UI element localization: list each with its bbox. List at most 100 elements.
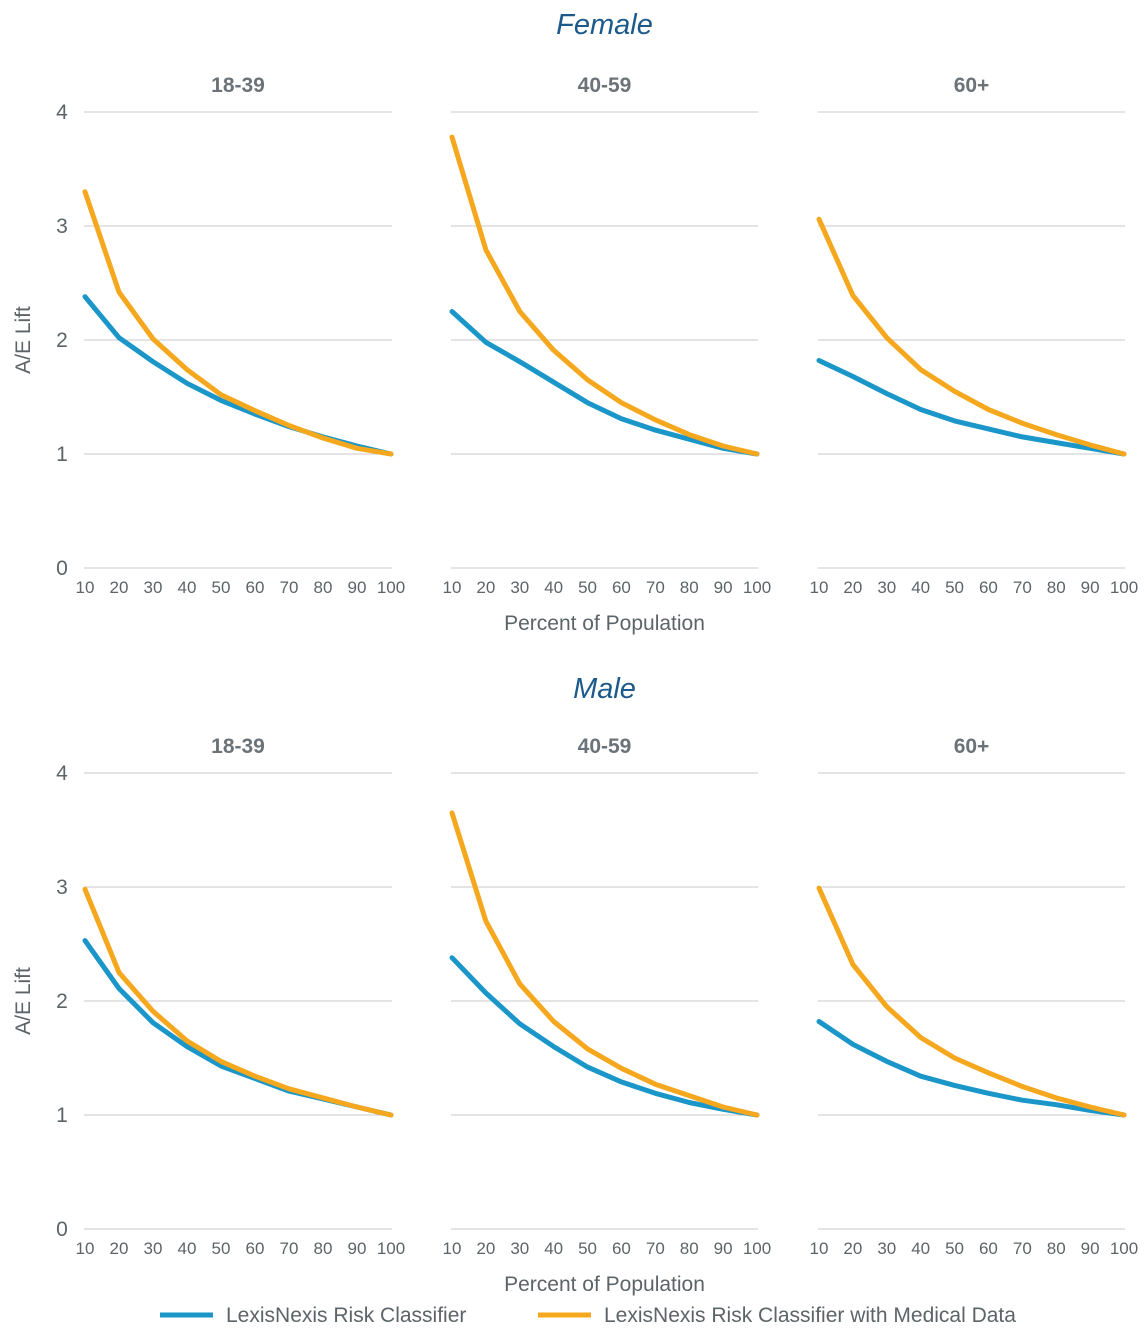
x-tick-label: 60 <box>612 578 631 597</box>
panel-male-60+: 60+ 10 20 30 40 50 60 70 80 90 100 <box>810 735 1139 1258</box>
legend-label: LexisNexis Risk Classifier <box>226 1304 466 1327</box>
x-tick-label: 40 <box>911 578 930 597</box>
x-tick-label: 20 <box>110 578 129 597</box>
y-tick-label: 3 <box>56 876 68 899</box>
y-tick-label: 4 <box>56 101 68 124</box>
x-tick-label: 50 <box>578 578 597 597</box>
x-tick-label: 30 <box>510 1239 529 1258</box>
x-axis-label: Percent of Population <box>504 1273 705 1296</box>
x-tick-label: 70 <box>1013 578 1032 597</box>
legend-item: LexisNexis Risk Classifier <box>160 1304 466 1327</box>
x-tick-label: 10 <box>443 1239 462 1258</box>
x-tick-label: 30 <box>144 578 163 597</box>
group-title: Male <box>573 673 636 705</box>
x-tick-label: 70 <box>280 1239 299 1258</box>
y-tick-label: 2 <box>56 329 68 352</box>
x-tick-label: 90 <box>714 1239 733 1258</box>
x-tick-label: 70 <box>646 578 665 597</box>
x-tick-label: 70 <box>1013 1239 1032 1258</box>
y-axis-label: A/E Lift <box>12 967 35 1035</box>
group-title: Female <box>556 9 653 41</box>
series-line-risk-classifier-medical <box>449 810 760 1118</box>
x-tick-label: 10 <box>76 1239 95 1258</box>
x-tick-label: 100 <box>743 578 771 597</box>
x-axis-label: Percent of Population <box>504 612 705 635</box>
x-tick-label: 10 <box>76 578 95 597</box>
panel-title: 40-59 <box>578 735 632 758</box>
x-tick-label: 40 <box>178 578 197 597</box>
y-tick-label: 1 <box>56 1104 68 1127</box>
x-tick-label: 100 <box>743 1239 771 1258</box>
x-tick-label: 60 <box>246 1239 265 1258</box>
series-line-risk-classifier <box>816 1019 1127 1118</box>
y-tick-label: 0 <box>56 1218 68 1241</box>
x-tick-label: 20 <box>476 578 495 597</box>
y-axis-label: A/E Lift <box>12 306 35 374</box>
panel-male-40-59: 40-59 10 20 30 40 50 60 70 80 90 100 <box>443 735 772 1258</box>
series-line-risk-classifier <box>449 309 760 457</box>
panel-title: 60+ <box>954 74 990 97</box>
x-tick-label: 30 <box>510 578 529 597</box>
x-tick-label: 40 <box>178 1239 197 1258</box>
x-tick-label: 90 <box>1081 578 1100 597</box>
series-line-risk-classifier <box>449 955 760 1118</box>
x-tick-label: 30 <box>144 1239 163 1258</box>
x-tick-label: 40 <box>911 1239 930 1258</box>
panel-title: 18-39 <box>211 74 265 97</box>
x-tick-label: 90 <box>348 578 367 597</box>
x-tick-label: 90 <box>348 1239 367 1258</box>
x-tick-label: 20 <box>843 1239 862 1258</box>
x-tick-label: 100 <box>1110 1239 1138 1258</box>
legend: LexisNexis Risk Classifier LexisNexis Ris… <box>160 1304 1016 1327</box>
x-tick-label: 100 <box>1110 578 1138 597</box>
x-tick-label: 60 <box>246 578 265 597</box>
y-tick-label: 2 <box>56 990 68 1013</box>
x-tick-label: 10 <box>810 578 829 597</box>
x-tick-label: 70 <box>280 578 299 597</box>
panel-title: 18-39 <box>211 735 265 758</box>
x-tick-label: 50 <box>212 578 231 597</box>
legend-item: LexisNexis Risk Classifier with Medical … <box>538 1304 1016 1327</box>
x-tick-label: 20 <box>476 1239 495 1258</box>
x-tick-label: 90 <box>714 578 733 597</box>
series-line-risk-classifier <box>82 294 394 457</box>
panel-title: 60+ <box>954 735 990 758</box>
series-line-risk-classifier-medical <box>449 134 760 457</box>
x-tick-label: 80 <box>680 578 699 597</box>
x-tick-label: 60 <box>612 1239 631 1258</box>
panel-group-male: Male A/E Lift 0 1 2 3 4 Percent of Population 18… <box>12 673 1138 1296</box>
series-line-risk-classifier-medical <box>816 216 1127 457</box>
x-tick-label: 50 <box>578 1239 597 1258</box>
x-tick-label: 50 <box>212 1239 231 1258</box>
x-tick-label: 80 <box>314 1239 333 1258</box>
x-tick-label: 10 <box>810 1239 829 1258</box>
x-tick-label: 30 <box>877 578 896 597</box>
panel-female-60+: 60+ 10 20 30 40 50 60 70 80 90 100 <box>810 74 1139 597</box>
x-tick-label: 60 <box>979 578 998 597</box>
x-tick-label: 30 <box>877 1239 896 1258</box>
x-tick-label: 20 <box>110 1239 129 1258</box>
y-tick-label: 0 <box>56 557 68 580</box>
x-tick-label: 70 <box>646 1239 665 1258</box>
panel-male-18-39: 18-39 10 20 30 40 50 60 70 80 90 100 <box>76 735 406 1258</box>
x-tick-label: 80 <box>1047 578 1066 597</box>
panel-group-female: Female A/E Lift 0 1 2 3 4 Percent of Population… <box>12 9 1138 635</box>
y-tick-label: 3 <box>56 215 68 238</box>
series-line-risk-classifier <box>82 938 394 1118</box>
x-tick-label: 50 <box>945 578 964 597</box>
x-tick-label: 90 <box>1081 1239 1100 1258</box>
series-line-risk-classifier-medical <box>82 189 394 457</box>
y-tick-label: 4 <box>56 762 68 785</box>
series-line-risk-classifier-medical <box>82 886 394 1118</box>
panel-title: 40-59 <box>578 74 632 97</box>
series-line-risk-classifier-medical <box>816 885 1127 1118</box>
x-tick-label: 20 <box>843 578 862 597</box>
x-tick-label: 50 <box>945 1239 964 1258</box>
x-tick-label: 80 <box>680 1239 699 1258</box>
x-tick-label: 40 <box>544 1239 563 1258</box>
series-line-risk-classifier <box>816 358 1127 457</box>
panel-female-18-39: 18-39 10 20 30 40 50 60 70 80 90 100 <box>76 74 406 597</box>
legend-label: LexisNexis Risk Classifier with Medical … <box>604 1304 1016 1327</box>
y-tick-label: 1 <box>56 443 68 466</box>
